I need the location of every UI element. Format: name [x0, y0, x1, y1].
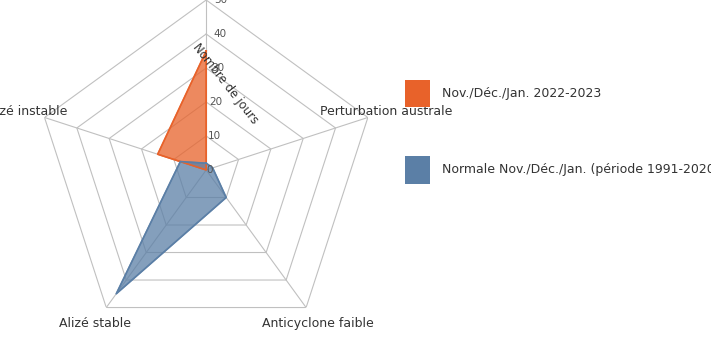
FancyBboxPatch shape	[405, 80, 429, 107]
Polygon shape	[158, 51, 206, 170]
Text: Nombre de jours: Nombre de jours	[190, 41, 261, 126]
Text: 40: 40	[213, 29, 226, 39]
Text: 20: 20	[210, 97, 223, 107]
Text: 0: 0	[206, 165, 213, 175]
Text: 10: 10	[208, 131, 221, 141]
Polygon shape	[117, 162, 226, 294]
Text: 30: 30	[211, 63, 225, 73]
Text: Nov./Déc./Jan. 2022-2023: Nov./Déc./Jan. 2022-2023	[442, 87, 602, 100]
Text: Normale Nov./Déc./Jan. (période 1991-2020): Normale Nov./Déc./Jan. (période 1991-202…	[442, 164, 711, 176]
Text: 50: 50	[215, 0, 228, 5]
FancyBboxPatch shape	[405, 156, 429, 184]
